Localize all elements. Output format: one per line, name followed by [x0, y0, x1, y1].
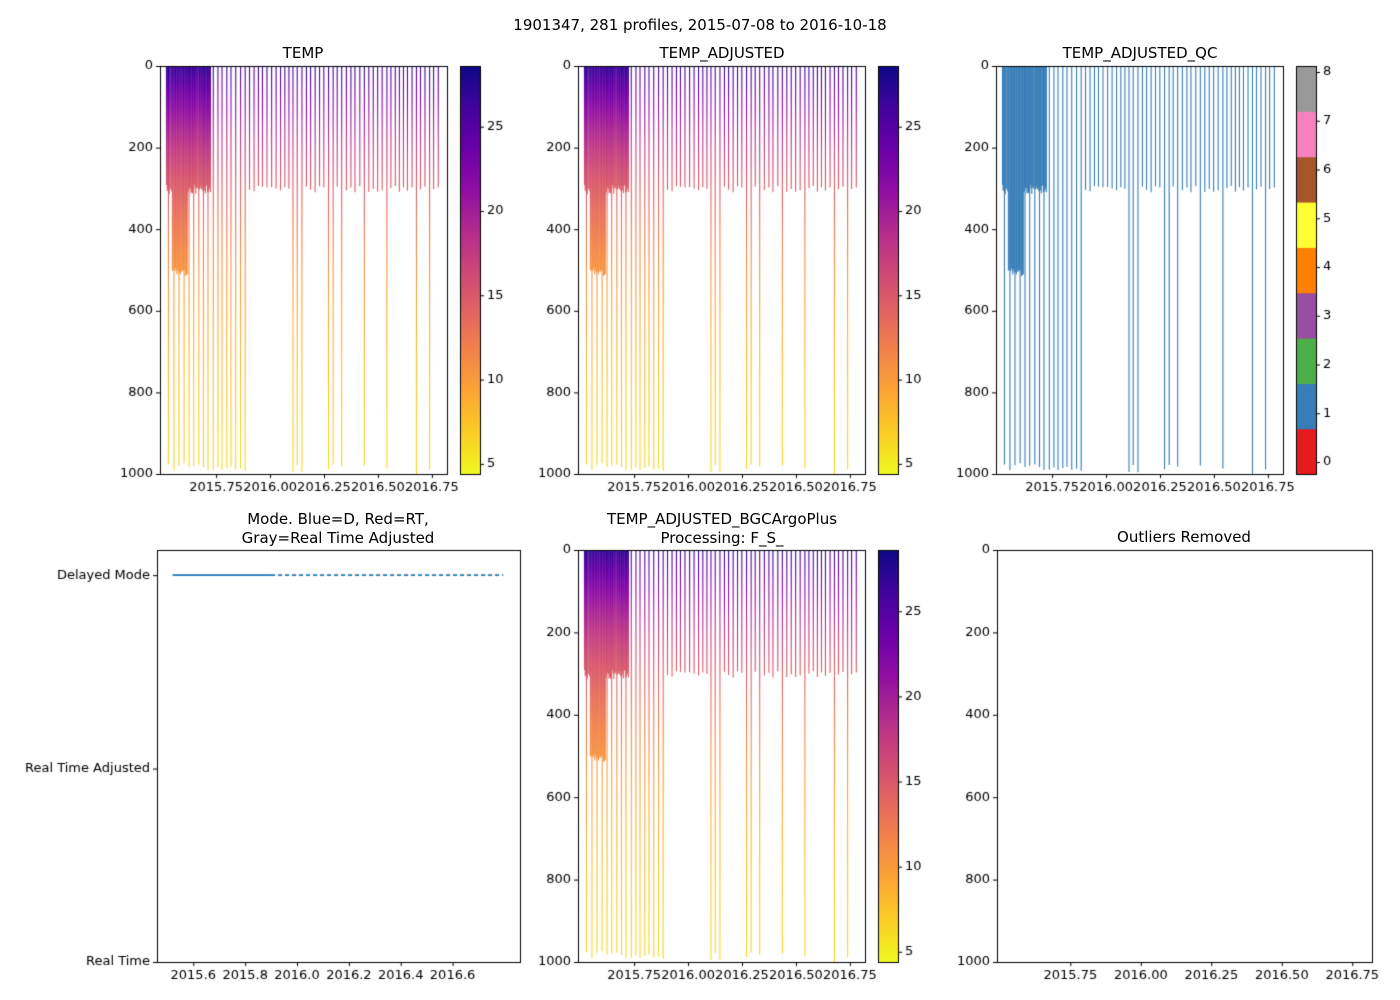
panel-title-mode-line2: Gray=Real Time Adjusted	[241, 529, 435, 547]
figure-title: 1901347, 281 profiles, 2015-07-08 to 201…	[513, 16, 887, 34]
panel-title-temp: TEMP	[282, 44, 324, 62]
panel-title-bgc: TEMP_ADJUSTED_BGCArgoPlus Processing: F_…	[607, 510, 837, 548]
panel-title-mode: Mode. Blue=D, Red=RT, Gray=Real Time Adj…	[242, 510, 435, 548]
panel-title-outliers-removed: Outliers Removed	[1117, 528, 1251, 546]
panel-title-bgc-line2: Processing: F_S_	[660, 529, 784, 547]
panel-title-bgc-line1: TEMP_ADJUSTED_BGCArgoPlus	[606, 510, 838, 528]
panel-title-temp-adjusted: TEMP_ADJUSTED	[659, 44, 785, 62]
panel-title-temp-adjusted-qc: TEMP_ADJUSTED_QC	[1062, 44, 1218, 62]
panel-title-mode-line1: Mode. Blue=D, Red=RT,	[247, 510, 429, 528]
